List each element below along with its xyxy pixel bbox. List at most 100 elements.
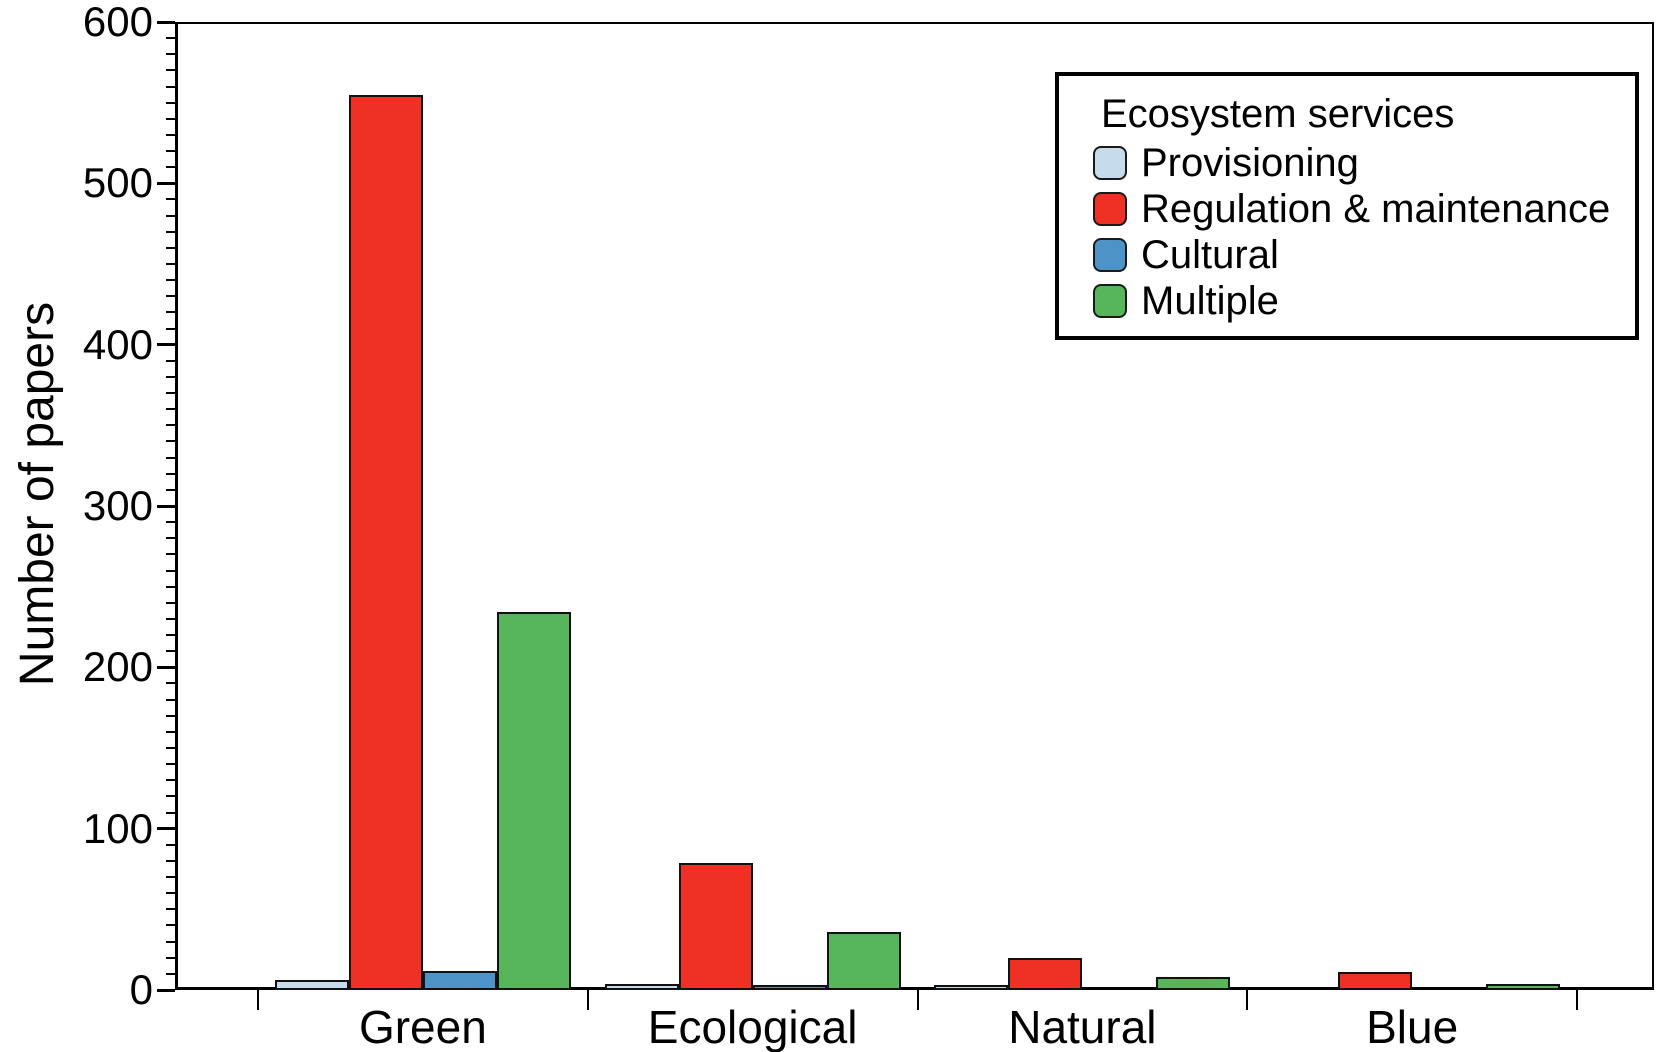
bar-green-provisioning bbox=[274, 980, 349, 990]
y-tick-minor bbox=[166, 150, 175, 153]
y-tick-minor bbox=[166, 569, 175, 572]
y-tick-minor bbox=[166, 553, 175, 556]
legend-label: Cultural bbox=[1141, 233, 1279, 277]
y-tick-minor bbox=[166, 747, 175, 749]
x-tick-label-green: Green bbox=[358, 1001, 487, 1052]
y-tick-minor bbox=[166, 682, 175, 685]
y-tick-major bbox=[157, 343, 175, 347]
y-tick-minor bbox=[166, 246, 175, 249]
legend-item-cultural: Cultural bbox=[1093, 232, 1625, 278]
x-tick-label-blue: Blue bbox=[1366, 1001, 1459, 1052]
y-tick-minor bbox=[166, 779, 175, 782]
y-tick-minor bbox=[166, 279, 175, 282]
y-tick-minor bbox=[166, 924, 175, 927]
x-tick bbox=[916, 990, 919, 1010]
y-tick-minor bbox=[166, 133, 175, 136]
legend-swatch-multiple bbox=[1093, 284, 1127, 318]
y-tick-minor bbox=[166, 601, 175, 604]
y-tick-minor bbox=[166, 166, 175, 169]
y-tick-minor bbox=[166, 117, 175, 120]
y-tick-minor bbox=[166, 617, 175, 620]
y-tick-minor bbox=[166, 940, 175, 943]
y-tick-label: 0 bbox=[129, 966, 153, 1013]
bar-green-cultural bbox=[422, 970, 497, 990]
x-tick-label-ecological: Ecological bbox=[647, 1001, 858, 1052]
y-tick-minor bbox=[166, 714, 175, 717]
y-tick-minor bbox=[166, 585, 175, 588]
bar-ecological-regulation-maintenance bbox=[678, 862, 753, 990]
y-tick-label: 100 bbox=[82, 804, 153, 852]
y-tick-minor bbox=[166, 488, 175, 491]
y-tick-minor bbox=[166, 843, 175, 846]
y-tick-minor bbox=[166, 408, 175, 411]
y-tick-minor bbox=[166, 198, 175, 201]
y-tick-minor bbox=[166, 876, 175, 879]
legend-item-regulation-maintenance: Regulation & maintenance bbox=[1093, 186, 1625, 232]
y-tick-minor bbox=[166, 763, 175, 766]
y-tick-label: 200 bbox=[82, 643, 153, 691]
y-tick-minor bbox=[166, 327, 175, 330]
x-tick bbox=[586, 990, 589, 1010]
y-tick-minor bbox=[166, 53, 175, 56]
x-tick bbox=[257, 990, 259, 1010]
legend-label: Multiple bbox=[1141, 279, 1279, 323]
bar-ecological-multiple bbox=[826, 931, 901, 990]
y-tick-major bbox=[157, 20, 175, 24]
legend-item-provisioning: Provisioning bbox=[1093, 140, 1625, 186]
bar-ecological-provisioning bbox=[604, 983, 679, 990]
y-tick-minor bbox=[166, 537, 175, 540]
y-tick-minor bbox=[166, 85, 175, 88]
y-tick-minor bbox=[166, 230, 175, 233]
y-tick-minor bbox=[166, 456, 175, 459]
y-tick-minor bbox=[166, 392, 175, 395]
y-tick-minor bbox=[166, 811, 175, 814]
y-tick-major bbox=[157, 504, 175, 508]
legend-label: Regulation & maintenance bbox=[1141, 187, 1611, 231]
y-tick-minor bbox=[166, 521, 175, 524]
legend-item-multiple: Multiple bbox=[1093, 278, 1625, 324]
y-tick-minor bbox=[166, 69, 175, 72]
legend-title: Ecosystem services bbox=[1101, 92, 1455, 136]
y-tick-minor bbox=[166, 698, 175, 701]
y-tick-minor bbox=[166, 650, 175, 653]
legend-swatch-provisioning bbox=[1093, 146, 1127, 180]
y-tick-major bbox=[157, 665, 175, 669]
y-tick-label: 500 bbox=[82, 159, 153, 207]
y-tick-minor bbox=[166, 295, 175, 298]
x-tick bbox=[1246, 990, 1249, 1010]
y-tick-minor bbox=[166, 795, 175, 798]
y-tick-minor bbox=[166, 908, 175, 911]
x-tick-label-natural: Natural bbox=[1008, 1001, 1157, 1052]
legend-swatch-regulation-maintenance bbox=[1093, 192, 1127, 226]
y-tick-minor bbox=[166, 730, 175, 733]
bar-natural-multiple bbox=[1156, 977, 1231, 990]
y-tick-minor bbox=[166, 634, 175, 637]
bar-natural-provisioning bbox=[934, 985, 1009, 990]
y-tick-minor bbox=[166, 440, 175, 443]
legend-swatch-cultural bbox=[1093, 238, 1127, 272]
y-tick-label: 300 bbox=[82, 482, 153, 529]
y-tick-minor bbox=[166, 37, 175, 40]
y-tick-major bbox=[157, 988, 175, 992]
x-tick bbox=[1576, 990, 1578, 1010]
y-tick-minor bbox=[166, 956, 175, 959]
bar-blue-multiple bbox=[1486, 983, 1561, 990]
y-tick-minor bbox=[166, 359, 175, 362]
y-tick-label: 400 bbox=[82, 320, 153, 368]
bar-blue-regulation-maintenance bbox=[1338, 972, 1413, 990]
y-tick-minor bbox=[166, 424, 175, 427]
y-tick-minor bbox=[166, 375, 175, 378]
y-tick-major bbox=[157, 181, 175, 185]
legend-label: Provisioning bbox=[1141, 141, 1359, 185]
y-tick-minor bbox=[166, 214, 175, 217]
y-tick-minor bbox=[166, 472, 175, 475]
legend-items: Provisioning Regulation & maintenance Cult… bbox=[1093, 140, 1625, 324]
y-tick-minor bbox=[166, 892, 175, 895]
bar-green-multiple bbox=[496, 612, 571, 990]
y-tick-minor bbox=[166, 263, 175, 265]
bar-green-regulation-maintenance bbox=[348, 94, 423, 990]
legend: Ecosystem services Provisioning Regulatio… bbox=[1055, 72, 1639, 340]
y-tick-label: 600 bbox=[82, 0, 153, 45]
y-tick-minor bbox=[166, 859, 175, 862]
